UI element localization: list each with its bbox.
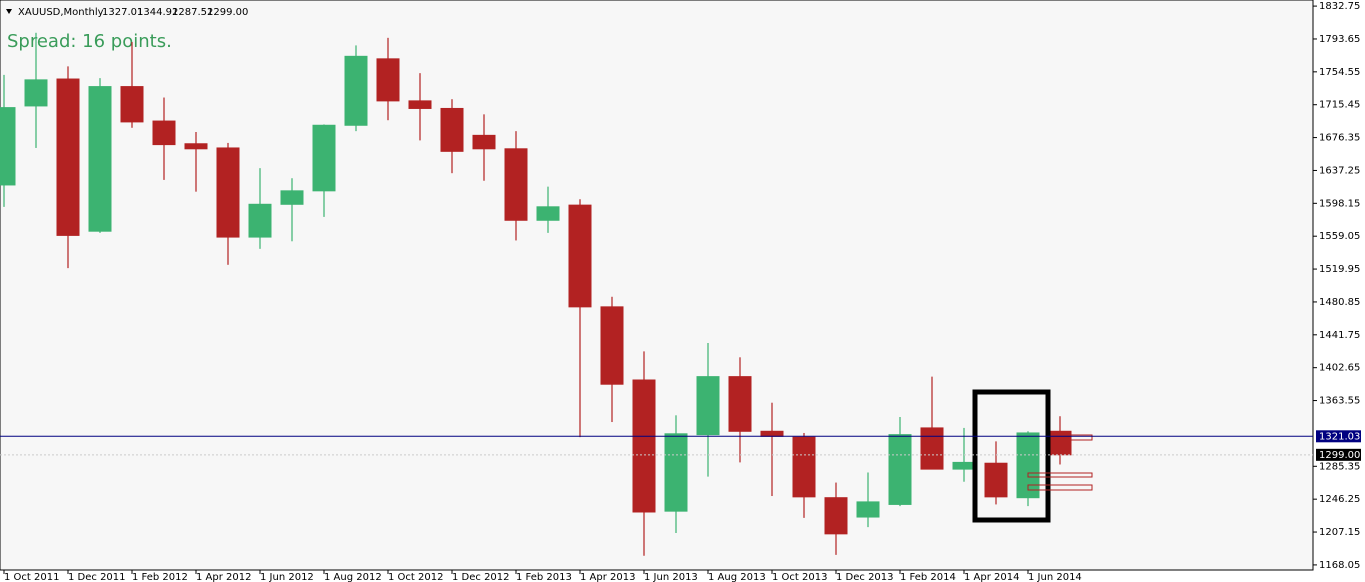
candle-body xyxy=(760,430,784,437)
order-marker xyxy=(1027,484,1093,491)
plot-area xyxy=(0,0,1314,571)
ohlc-open: 1327.01 xyxy=(102,7,143,18)
y-tick-label: 1168.05 xyxy=(1319,560,1360,571)
price-line-label: 1321.03 xyxy=(1319,431,1360,442)
current-price-label: 1299.00 xyxy=(1319,450,1360,461)
y-tick-label: 1598.15 xyxy=(1319,198,1360,209)
symbol: XAUUSD,Monthly xyxy=(18,7,104,18)
candle-body xyxy=(792,436,816,498)
order-marker xyxy=(1061,434,1093,441)
candle-body xyxy=(856,501,880,518)
y-tick-label: 1441.75 xyxy=(1319,330,1360,341)
x-tick-label: 1 Dec 2013 xyxy=(836,572,894,582)
x-tick-label: 1 Apr 2013 xyxy=(580,572,635,582)
y-tick-label: 1285.35 xyxy=(1319,461,1360,472)
candle-body xyxy=(120,86,144,123)
candle-body xyxy=(248,203,272,238)
y-tick-label: 1480.85 xyxy=(1319,297,1360,308)
candle-body xyxy=(184,143,208,150)
candle-body xyxy=(216,147,240,238)
candle-body xyxy=(24,79,48,107)
x-tick-label: 1 Oct 2012 xyxy=(388,572,443,582)
candle-body xyxy=(728,376,752,432)
x-tick-label: 1 Apr 2012 xyxy=(196,572,251,582)
y-tick-label: 1559.05 xyxy=(1319,231,1360,242)
x-tick-label: 1 Oct 2013 xyxy=(772,572,827,582)
x-tick-label: 1 Apr 2014 xyxy=(964,572,1019,582)
y-tick-label: 1715.45 xyxy=(1319,100,1360,111)
y-tick-label: 1754.55 xyxy=(1319,67,1360,78)
y-tick-label: 1246.25 xyxy=(1319,494,1360,505)
x-tick-label: 1 Jun 2014 xyxy=(1028,572,1082,582)
menu-arrow[interactable] xyxy=(6,9,12,14)
x-tick-label: 1 Feb 2012 xyxy=(132,572,188,582)
highlight-box xyxy=(972,389,1051,523)
y-tick-label: 1207.15 xyxy=(1319,527,1360,538)
candle-body xyxy=(280,190,304,205)
y-tick-label: 1793.65 xyxy=(1319,34,1360,45)
x-tick-label: 1 Feb 2013 xyxy=(516,572,572,582)
candle-body xyxy=(0,107,16,186)
x-tick-label: 1 Jun 2013 xyxy=(644,572,698,582)
candle-body xyxy=(344,55,368,126)
y-tick-label: 1363.55 xyxy=(1319,396,1360,407)
candle-body xyxy=(824,497,848,535)
candle-body xyxy=(920,427,944,470)
x-tick-label: 1 Aug 2013 xyxy=(708,572,766,582)
x-tick-label: 1 Feb 2014 xyxy=(900,572,956,582)
ohlc-low: 1287.52 xyxy=(172,7,213,18)
candles xyxy=(0,32,1072,556)
candle-body xyxy=(56,78,80,236)
candle-body xyxy=(1016,432,1040,499)
spread: Spread: 16 points. xyxy=(7,31,172,52)
candle-body xyxy=(600,306,624,385)
y-tick-label: 1832.75 xyxy=(1319,1,1360,12)
y-tick-label: 1519.95 xyxy=(1319,264,1360,275)
ohlc-high: 1344.92 xyxy=(137,7,178,18)
candle-body xyxy=(440,107,464,152)
x-tick-label: 1 Aug 2012 xyxy=(324,572,382,582)
candle-body xyxy=(152,120,176,146)
candle-body xyxy=(312,124,336,192)
candle-body xyxy=(408,100,432,109)
x-tick-label: 1 Jun 2012 xyxy=(260,572,314,582)
candle-body xyxy=(888,434,912,505)
candle-body xyxy=(984,462,1008,498)
y-tick-label: 1637.25 xyxy=(1319,165,1360,176)
x-tick-label: 1 Dec 2012 xyxy=(452,572,510,582)
price-line-label-bg xyxy=(1316,430,1361,443)
current-price-label-bg xyxy=(1316,448,1361,461)
candle-body xyxy=(536,206,560,221)
candle-body xyxy=(88,86,112,232)
y-tick-label: 1402.65 xyxy=(1319,363,1360,374)
candle-body xyxy=(504,148,528,221)
candle-body xyxy=(696,376,720,436)
order-marker xyxy=(1027,472,1093,478)
axis-area xyxy=(1318,0,1365,582)
ohlc-close: 1299.00 xyxy=(207,7,248,18)
candle-body xyxy=(952,461,976,470)
x-tick-label: 1 Dec 2011 xyxy=(68,572,126,582)
y-tick-label: 1676.35 xyxy=(1319,133,1360,144)
candle-body xyxy=(664,433,688,512)
candle-body xyxy=(568,204,592,308)
candle-body xyxy=(632,379,656,513)
candle-body xyxy=(376,58,400,102)
candle-body xyxy=(472,134,496,150)
x-tick-label: 1 Oct 2011 xyxy=(4,572,59,582)
